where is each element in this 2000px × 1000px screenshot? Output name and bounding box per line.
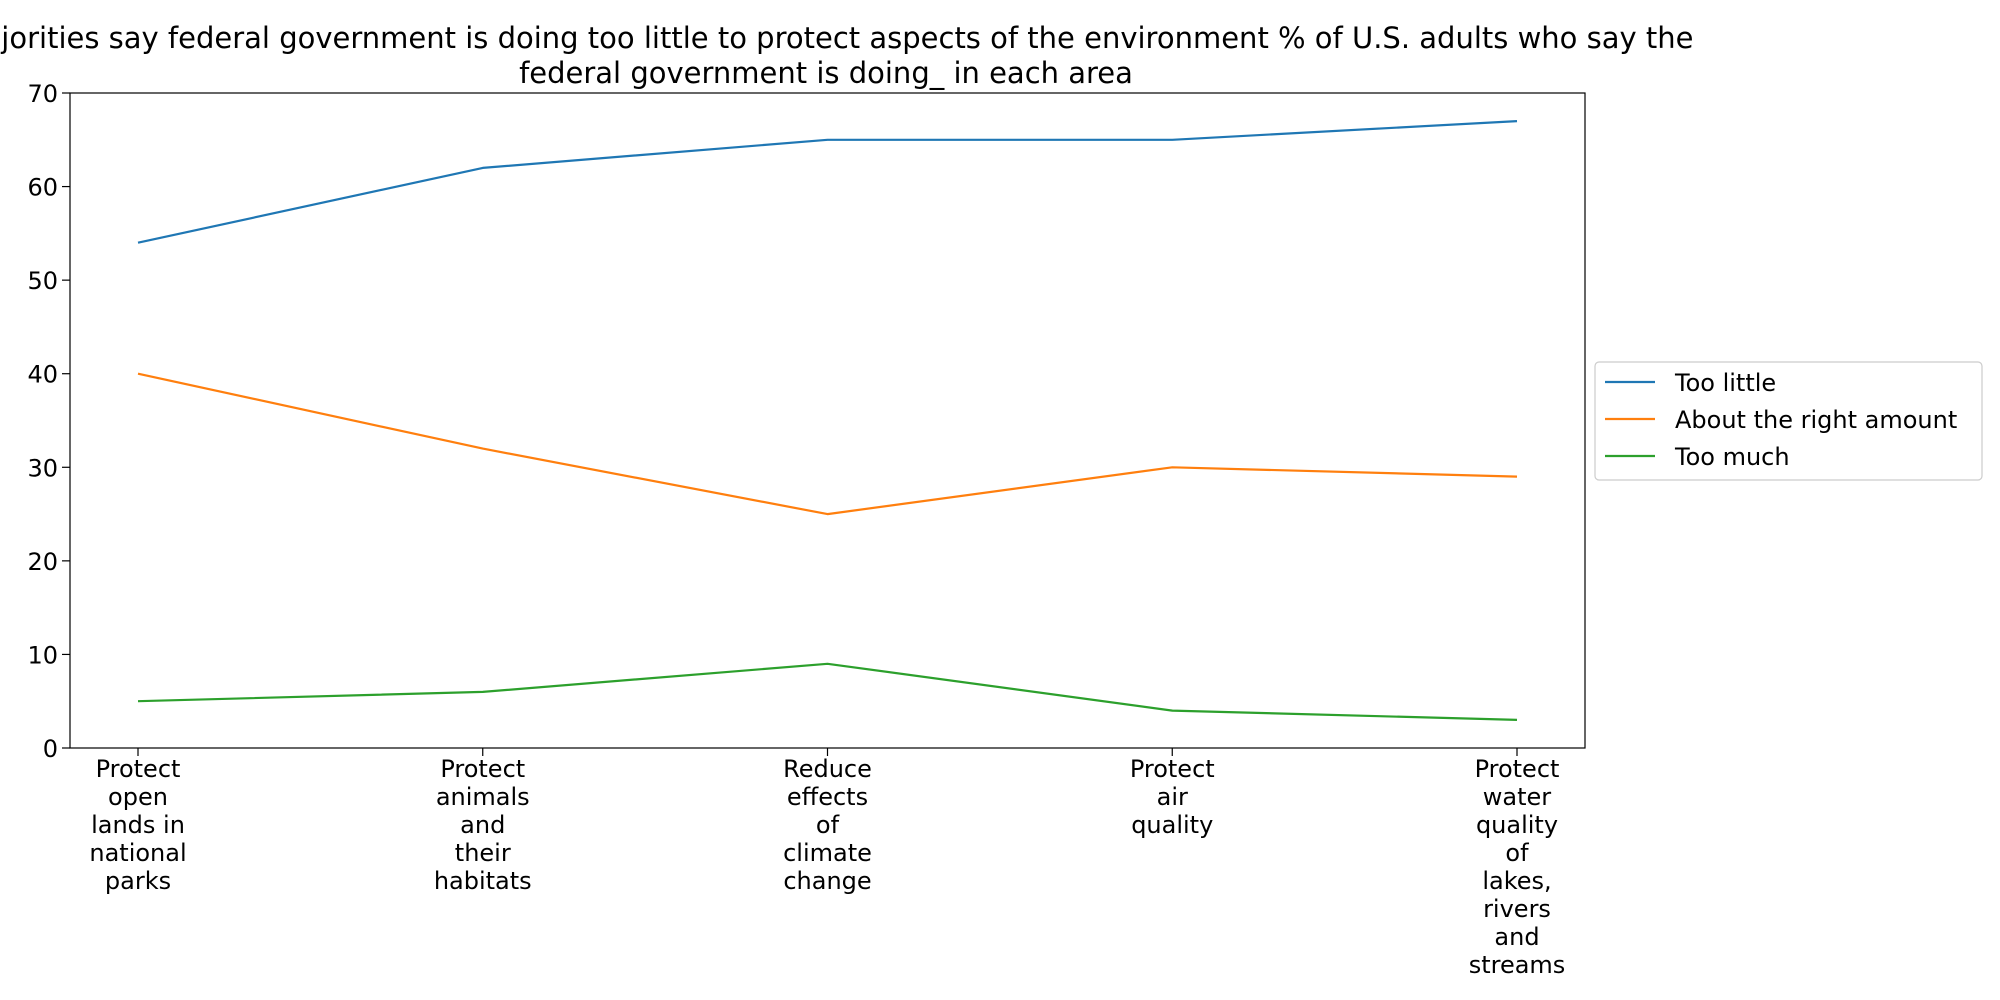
x-tick-label-line: of (816, 811, 840, 839)
x-tick-label: Protect air quality (1130, 755, 1215, 839)
x-tick-label-line: lands in (91, 811, 185, 839)
x-tick-label-line: national (89, 839, 186, 867)
x-tick-label-line: of (1505, 839, 1529, 867)
x-tick-label-line: quality (1476, 811, 1558, 839)
series-lines (137, 120, 1518, 721)
x-tick-label-line: Reduce (783, 755, 872, 783)
x-tick-label-line: lakes, (1482, 867, 1551, 895)
x-tick-label: Protect water quality of lakes, rivers and stre… (1469, 755, 1566, 979)
x-tick-label-line: effects (787, 783, 868, 811)
y-tick-label: 50 (27, 267, 58, 295)
legend-box (1594, 361, 1983, 481)
y-tick-label: 10 (27, 641, 58, 669)
series-line-2 (137, 372, 1518, 516)
y-tick-label: 0 (43, 735, 58, 763)
y-tick-label: 70 (27, 80, 58, 108)
legend-label: About the right amount (1675, 406, 1957, 434)
y-tick-label: 20 (27, 548, 58, 576)
x-tick-label-line: Protect (1475, 755, 1560, 783)
x-tick-label-line: parks (105, 867, 171, 895)
series-line-1 (137, 120, 1518, 244)
x-tick-label: Protect animals and their habitats (434, 755, 532, 895)
chart-title-line-1: Majorities say federal government is doi… (0, 21, 1694, 55)
x-tick-label: Reduce effects of climate change (783, 755, 872, 895)
legend-label: Too little (1674, 369, 1776, 397)
x-tick-label-line: streams (1469, 951, 1566, 979)
legend-label: Too much (1674, 443, 1790, 471)
x-tick-label-line: and (460, 811, 505, 839)
x-tick-label-line: animals (436, 783, 530, 811)
plot-frame (69, 92, 1586, 749)
x-tick-label-line: Protect (96, 755, 181, 783)
x-tick-label-line: Protect (440, 755, 525, 783)
x-tick-label-line: and (1494, 923, 1539, 951)
y-tick-label: 60 (27, 174, 58, 202)
x-tick-label-line: climate (783, 839, 872, 867)
chart-title: Majorities say federal government is doi… (0, 21, 1694, 90)
chart-title-line-2: federal government is doing_ in each are… (519, 56, 1133, 90)
x-tick-label: Protect open lands in national parks (89, 755, 186, 895)
y-tick-label: 30 (27, 454, 58, 482)
x-tick-label-line: open (108, 783, 168, 811)
x-tick-label-line: rivers (1483, 895, 1551, 923)
y-axis: 0 10 20 30 40 50 60 70 (27, 80, 70, 763)
x-tick-label-line: water (1483, 783, 1552, 811)
legend: Too little About the right amount Too much (1594, 361, 1983, 481)
series-line-3 (137, 662, 1518, 721)
y-tick-label: 40 (27, 361, 58, 389)
x-tick-label-line: quality (1131, 811, 1213, 839)
x-tick-label-line: their (455, 839, 511, 867)
x-tick-label-line: habitats (434, 867, 532, 895)
x-tick-label-line: air (1157, 783, 1188, 811)
x-tick-label-line: change (783, 867, 871, 895)
x-tick-label-line: Protect (1130, 755, 1215, 783)
